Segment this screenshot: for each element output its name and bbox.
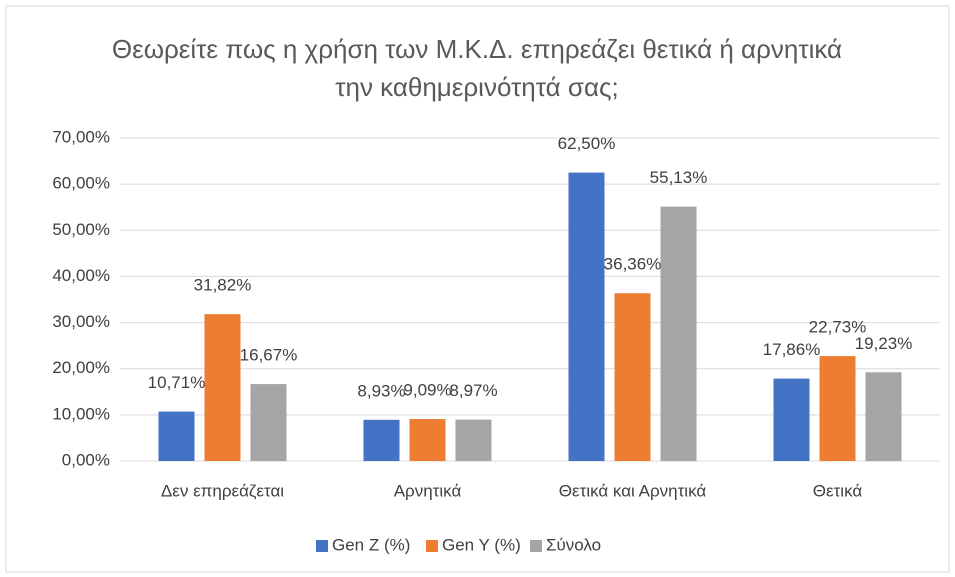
y-tick-label: 30,00% xyxy=(52,312,110,331)
x-tick-label: Θετικά και Αρνητικά xyxy=(559,481,707,500)
bar xyxy=(158,411,195,461)
data-label: 31,82% xyxy=(194,276,252,295)
bar xyxy=(409,419,446,461)
data-label: 55,13% xyxy=(650,168,708,187)
y-tick-label: 20,00% xyxy=(52,358,110,377)
legend-swatch xyxy=(530,540,542,552)
bar xyxy=(363,419,400,461)
chart-border xyxy=(5,5,950,573)
data-label: 62,50% xyxy=(558,134,616,153)
bar xyxy=(250,384,287,461)
data-label: 10,71% xyxy=(148,373,206,392)
data-label: 22,73% xyxy=(809,318,867,337)
bar xyxy=(660,206,697,461)
data-label: 19,23% xyxy=(855,334,913,353)
bar xyxy=(773,378,810,461)
y-tick-label: 50,00% xyxy=(52,220,110,239)
data-label: 8,97% xyxy=(449,381,497,400)
x-tick-label: Αρνητικά xyxy=(394,481,462,500)
legend-swatch xyxy=(316,540,328,552)
x-tick-label: Θετικά xyxy=(813,481,863,500)
bar xyxy=(614,293,651,461)
y-tick-label: 70,00% xyxy=(52,127,110,146)
data-label: 9,09% xyxy=(403,381,451,400)
chart-title: Θεωρείτε πως η χρήση των Μ.Κ.Δ. επηρεάζε… xyxy=(111,34,843,102)
y-tick-label: 0,00% xyxy=(62,450,110,469)
bar xyxy=(455,419,492,461)
bar xyxy=(819,356,856,461)
bar xyxy=(865,372,902,461)
bar xyxy=(568,172,605,461)
data-label: 36,36% xyxy=(604,255,662,274)
y-tick-label: 10,00% xyxy=(52,404,110,423)
y-tick-label: 40,00% xyxy=(52,266,110,285)
legend-label: Σύνολο xyxy=(546,535,601,554)
legend-label: Gen Y (%) xyxy=(442,535,521,554)
legend-swatch xyxy=(426,540,438,552)
data-label: 8,93% xyxy=(357,381,405,400)
x-tick-label: Δεν επηρεάζεται xyxy=(161,481,284,500)
legend-label: Gen Z (%) xyxy=(332,535,410,554)
data-label: 17,86% xyxy=(763,340,821,359)
bar xyxy=(204,314,241,461)
data-label: 16,67% xyxy=(240,346,298,365)
y-tick-label: 60,00% xyxy=(52,174,110,193)
